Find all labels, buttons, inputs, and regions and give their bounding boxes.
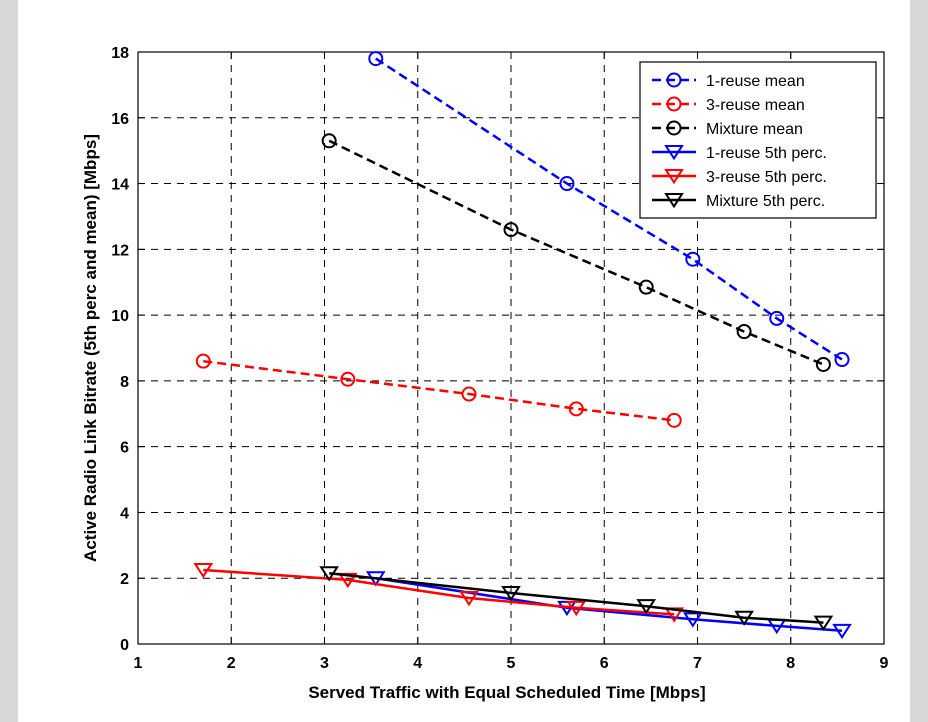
series-3 [321, 133, 831, 372]
legend-label: 1-reuse mean [706, 73, 805, 90]
legend: 1-reuse mean 3-reuse mean Mixture mean 1-re… [639, 61, 877, 219]
data-point [834, 352, 850, 368]
legend-entry-6: Mixture 5th perc. [652, 193, 825, 210]
data-point [636, 599, 657, 615]
data-point [734, 610, 754, 626]
series-layer [193, 51, 852, 640]
series-line [375, 576, 843, 633]
data-point [503, 222, 519, 238]
data-point [566, 600, 587, 617]
data-point [568, 401, 584, 417]
legend-label: 3-reuse 5th perc. [706, 169, 827, 186]
x-tick-label: 8 [786, 655, 795, 672]
y-tick-label: 2 [120, 571, 129, 588]
legend-entry-5: 3-reuse 5th perc. [652, 169, 827, 186]
data-point [815, 356, 831, 372]
x-tick-label: 7 [693, 655, 702, 672]
legend-entry-1: 1-reuse mean [652, 72, 805, 90]
x-axis-title: Served Traffic with Equal Scheduled Time… [308, 683, 705, 702]
legend-label: Mixture 5th perc. [706, 193, 825, 210]
series-1 [368, 51, 850, 368]
y-tick-label: 8 [120, 374, 129, 391]
series-line [329, 572, 824, 624]
legend-swatch-marker [664, 145, 684, 161]
series-4 [365, 571, 852, 640]
y-tick-label: 6 [120, 440, 129, 457]
legend-label: Mixture mean [706, 121, 803, 138]
x-tick-label: 4 [413, 655, 422, 672]
series-6 [319, 566, 834, 631]
x-tick-label: 5 [507, 655, 516, 672]
y-tick-label: 10 [111, 308, 129, 325]
data-point [769, 310, 785, 326]
data-point [337, 572, 358, 589]
data-point [195, 353, 211, 369]
data-point [638, 279, 654, 295]
series-5 [193, 563, 685, 623]
x-tick-label: 6 [600, 655, 609, 672]
data-point [832, 623, 852, 640]
data-point [461, 386, 477, 402]
legend-label: 1-reuse 5th perc. [706, 145, 827, 162]
legend-swatch-marker [664, 193, 684, 209]
y-tick-label: 0 [120, 637, 129, 654]
legend-swatch-marker [666, 120, 682, 136]
data-point [368, 51, 384, 67]
data-point [459, 590, 479, 607]
legend-swatch-marker [664, 169, 684, 185]
legend-box [639, 61, 877, 219]
x-tick-label: 9 [880, 655, 889, 672]
data-point [321, 133, 337, 149]
legend-entry-4: 1-reuse 5th perc. [652, 145, 827, 162]
legend-label: 3-reuse mean [706, 97, 805, 114]
x-tick-label: 2 [227, 655, 236, 672]
series-line [203, 359, 675, 422]
x-tick-label: 1 [134, 655, 143, 672]
y-tick-label: 14 [111, 177, 129, 194]
x-tick-label: 3 [320, 655, 329, 672]
legend-entry-3: Mixture mean [652, 120, 803, 138]
legend-swatch-marker [666, 96, 682, 112]
legend-entry-2: 3-reuse mean [652, 96, 805, 114]
data-point [736, 324, 752, 340]
data-point [685, 251, 701, 267]
y-tick-label: 4 [120, 505, 129, 522]
y-tick-label: 16 [111, 111, 129, 128]
data-point [559, 176, 575, 192]
data-point [813, 615, 834, 631]
y-tick-label: 12 [111, 242, 129, 259]
legend-swatch-marker [666, 72, 682, 88]
data-point [666, 412, 682, 428]
series-line [203, 568, 675, 616]
data-point [319, 566, 339, 582]
data-point [683, 612, 703, 628]
y-tick-label: 18 [111, 45, 129, 62]
figure-panel: 1 2 3 4 5 6 7 8 9 0 2 4 6 8 10 12 14 16 18 1-reuse mean 3-r… [18, 0, 910, 722]
data-point [501, 586, 521, 602]
series-2 [195, 353, 682, 428]
series-line [328, 139, 824, 366]
data-point [193, 563, 214, 579]
y-axis-title: Active Radio Link Bitrate (5th perc and … [81, 134, 100, 562]
data-point [340, 371, 356, 387]
